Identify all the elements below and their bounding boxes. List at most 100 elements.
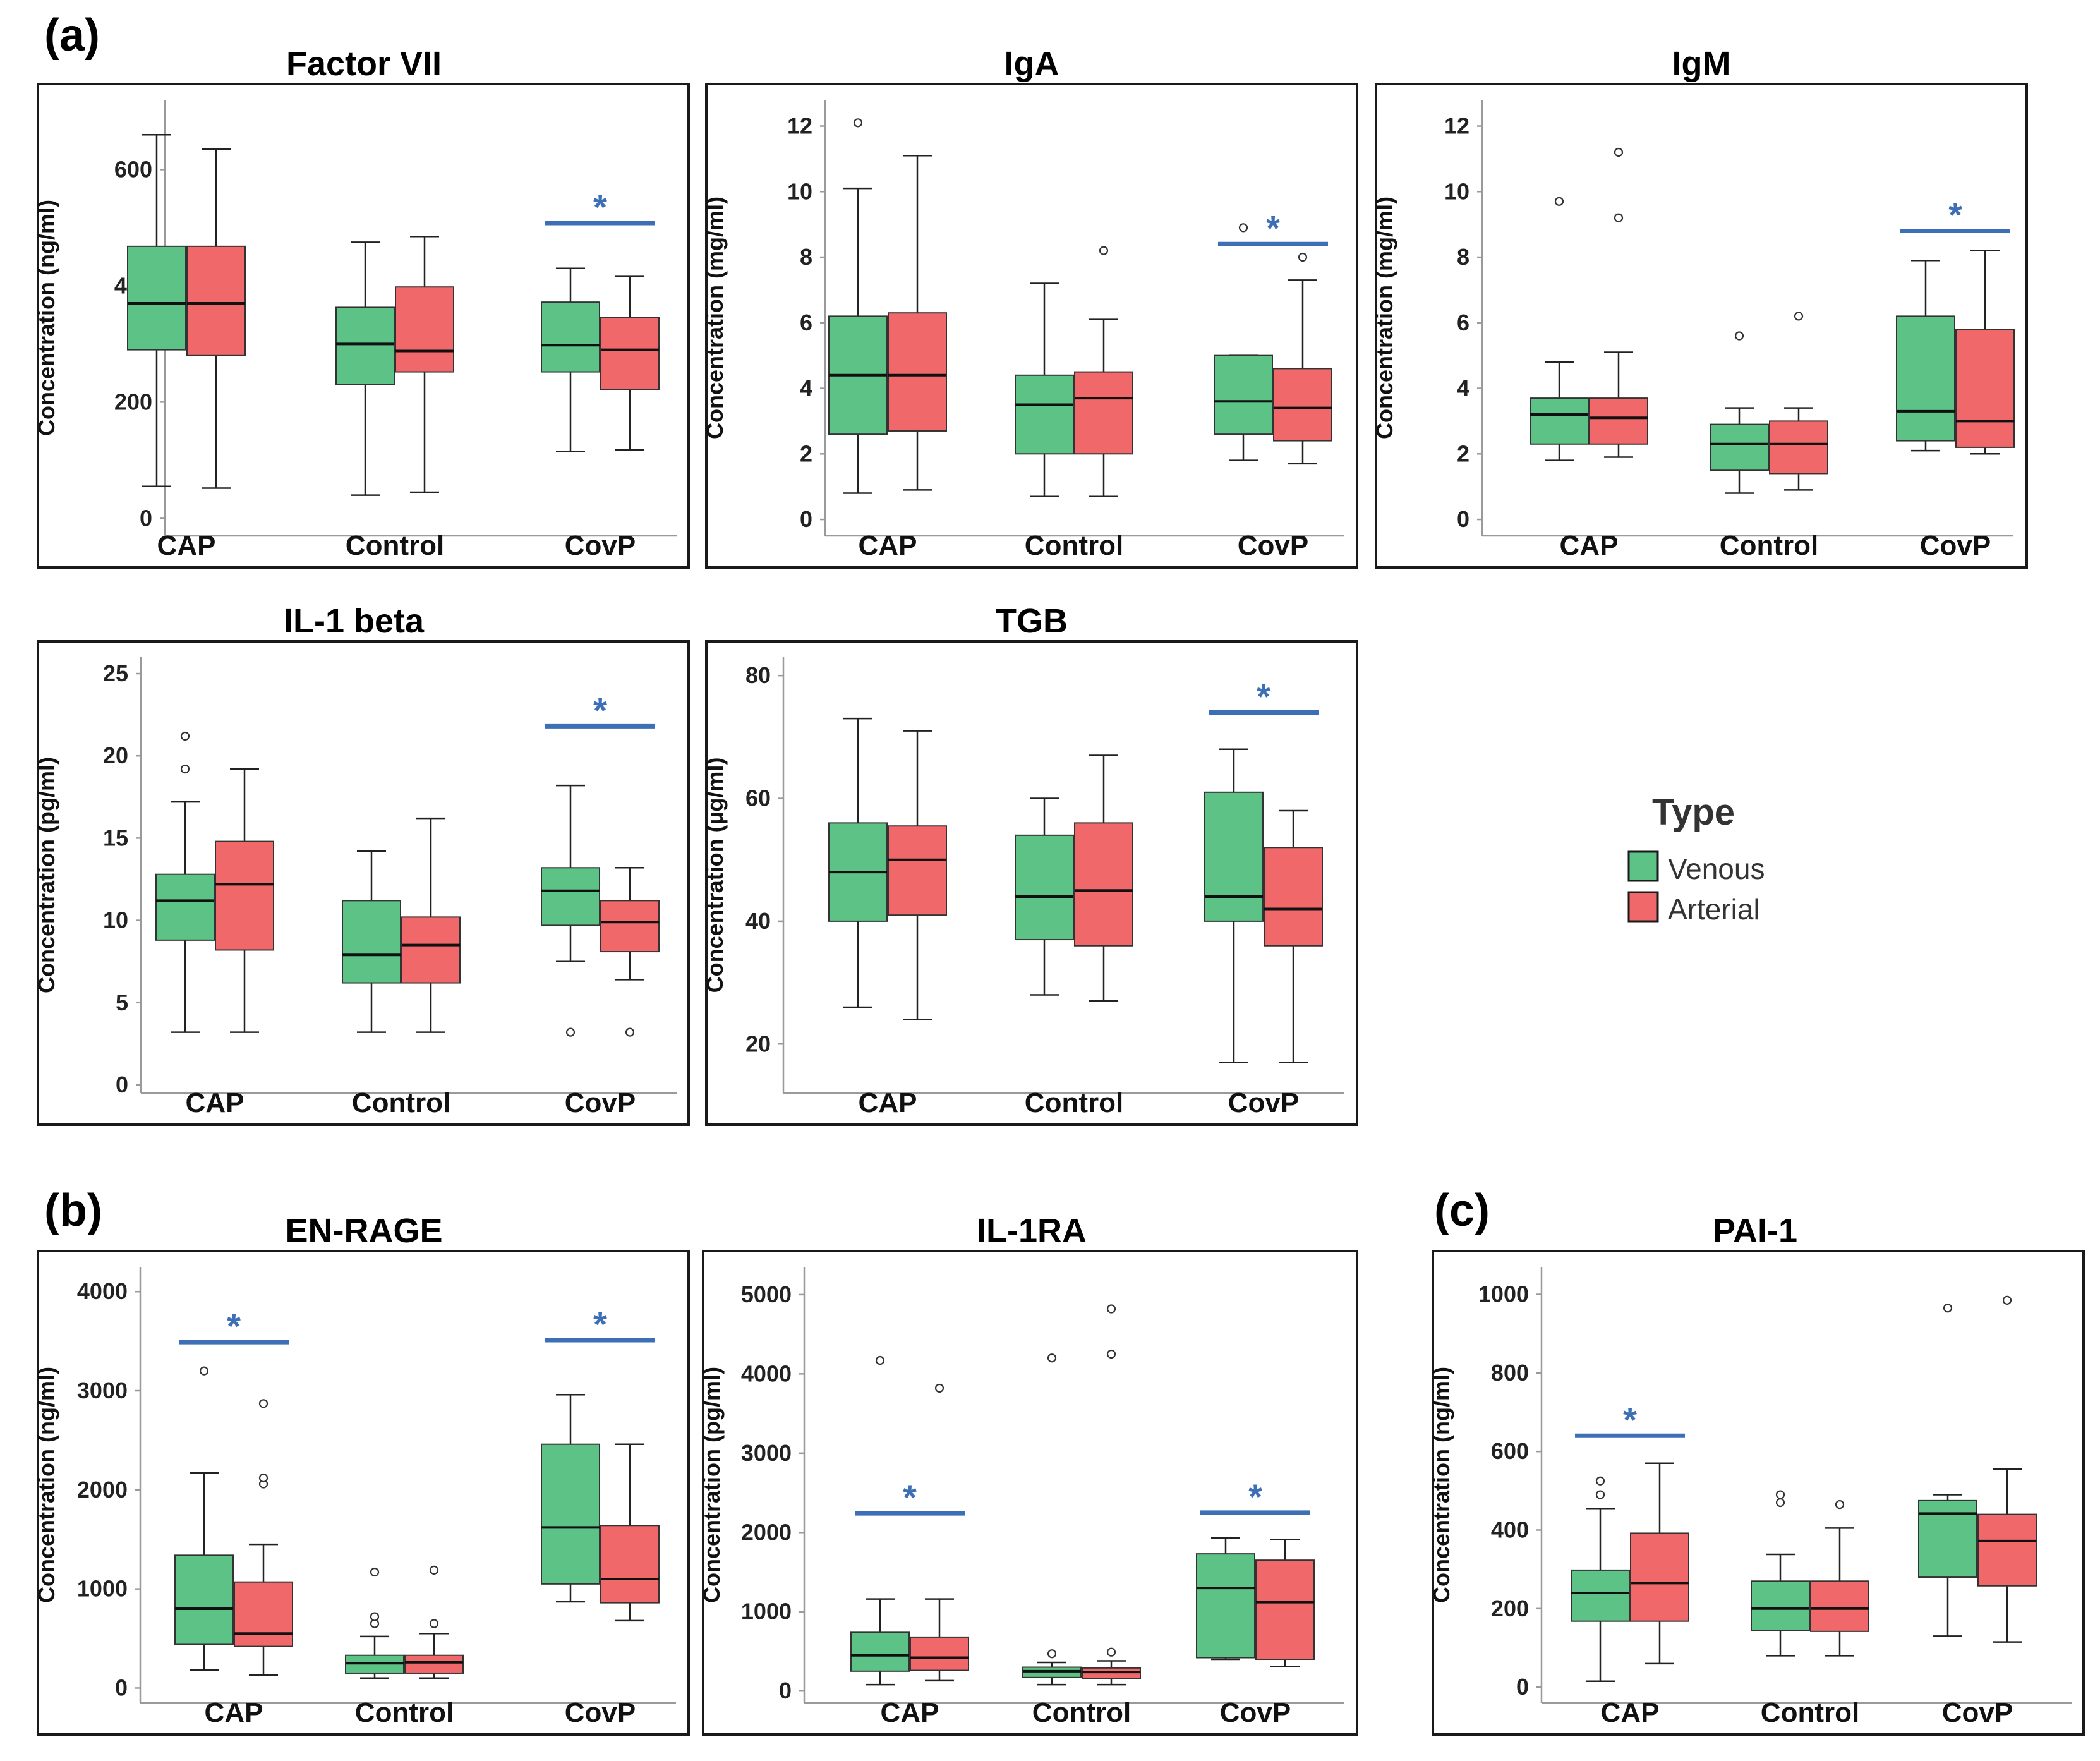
box-cap-arterial [1589,147,1648,458]
y-tick-label: 0 [140,505,152,531]
box-control-arterial [395,235,454,493]
y-tick-label: 0 [1457,506,1469,532]
box-cap-arterial [910,1383,969,1682]
x-tick-label-cap: CAP [859,1087,917,1118]
significance-star-cap: * [1623,1400,1637,1439]
x-tick-label-covp: CovP [565,1697,636,1728]
outlier-point [1614,147,1624,157]
box-covp-arterial [1273,252,1332,465]
y-tick-label: 0 [800,506,812,532]
box-iqr [541,867,600,926]
outlier-point [180,764,190,774]
box-iqr [174,1554,234,1645]
y-tick-label: 400 [1491,1516,1529,1542]
x-tick-label-covp: CovP [1920,530,1991,561]
y-axis-label: Concentration (pg/ml) [699,1367,725,1603]
outlier-point [1835,1499,1845,1510]
legend-title: Type [1652,792,1735,833]
outlier-point [1099,246,1109,255]
box-iqr [1015,374,1074,455]
outlier-point [258,1399,269,1408]
y-tick-label: 2 [800,440,812,466]
outlier-point [853,118,863,128]
box-control-venous [335,241,395,496]
outlier-point [875,1355,885,1365]
box-covp-venous [1896,259,1955,452]
box-control-arterial [1810,1499,1869,1657]
y-tick-label: 1000 [741,1599,792,1625]
panel-frame [705,640,1358,1126]
outlier-point [1106,1647,1116,1657]
y-axis-label: Concentration (ng/ml) [33,1367,59,1603]
y-tick-label: 80 [745,662,771,688]
outlier-point [1734,331,1744,341]
box-covp-venous [541,267,600,452]
x-tick-label-cap: CAP [157,530,216,561]
y-tick-label: 0 [115,1674,128,1700]
panel-label-b: (b) [44,1185,102,1236]
box-iqr [888,312,947,432]
box-iqr [600,1525,660,1604]
box-iqr [1074,822,1133,947]
box-control-arterial [1074,246,1133,497]
outlier-point [1298,252,1308,262]
box-iqr [234,1581,293,1647]
box-control-arterial [404,1565,464,1679]
y-tick-label: 1000 [1478,1281,1529,1307]
chart-il-1ra: IL-1RA 0 1000 2000 3000 4000 5000 Concentration… [699,1212,1358,1736]
y-tick-label: 60 [745,785,771,811]
box-iqr [342,900,401,984]
legend-swatch-venous [1627,850,1659,882]
outlier-point [199,1366,209,1376]
box-iqr [1074,371,1133,455]
panel-frame [37,1250,690,1736]
y-tick-label: 6 [800,310,812,336]
box-control-venous [342,850,401,1033]
significance-star-covp: * [1248,1477,1262,1516]
box-control-arterial [401,817,461,1033]
panel-frame [37,83,690,569]
box-control-venous [1022,1353,1082,1686]
outlier-point [1554,197,1564,206]
box-covp-arterial [1955,250,2015,455]
box-cap-venous [174,1366,234,1671]
box-iqr [1214,354,1273,435]
box-iqr [1977,1513,2037,1587]
y-tick-label: 3000 [741,1440,792,1466]
box-covp-arterial [1977,1295,2037,1643]
x-tick-label-control: Control [1025,1087,1123,1118]
y-tick-label: 5000 [741,1281,792,1307]
chart-factor-vii: Factor VII0200400600Concentration (ng/ml… [33,45,690,569]
box-iqr [1769,420,1828,475]
chart-il-1-beta: IL-1 beta 0 5 10 15 20 25 Concentration (pg/ml)… [33,602,690,1126]
significance-star-covp: * [593,1304,607,1344]
significance-star-covp: * [1948,195,1962,235]
y-tick-label: 12 [1444,113,1469,139]
y-tick-label: 6 [1457,310,1469,336]
significance-star-covp: * [1257,676,1270,716]
charts-group: Factor VII0200400600Concentration (ng/ml… [33,45,2085,1736]
box-iqr [1571,1569,1630,1622]
outlier-point [429,1565,439,1575]
outlier-point [1595,1490,1605,1499]
x-tick-label-cap: CAP [1601,1697,1660,1728]
box-covp-venous [1196,1537,1255,1661]
y-tick-label: 10 [787,178,812,204]
x-tick-label-control: Control [1032,1697,1131,1728]
outlier-point [1943,1304,1953,1313]
box-control-venous [1015,282,1074,497]
box-iqr [335,306,395,385]
y-tick-label: 0 [116,1072,128,1098]
chart-igm: IgM 0 2 4 6 8 10 12 Concentration (mg/ml) CAP Cont… [1372,45,2028,569]
outlier-point [934,1383,944,1393]
box-iqr [1918,1499,1977,1578]
y-tick-label: 20 [745,1031,771,1056]
box-cap-arterial [234,1399,293,1676]
x-tick-label-control: Control [355,1697,454,1728]
x-tick-label-cap: CAP [859,530,917,561]
panel-frame [702,1250,1358,1736]
box-iqr [1015,834,1074,941]
box-cap-arterial [888,730,947,1020]
box-covp-arterial [1264,809,1323,1063]
box-iqr [215,840,274,951]
